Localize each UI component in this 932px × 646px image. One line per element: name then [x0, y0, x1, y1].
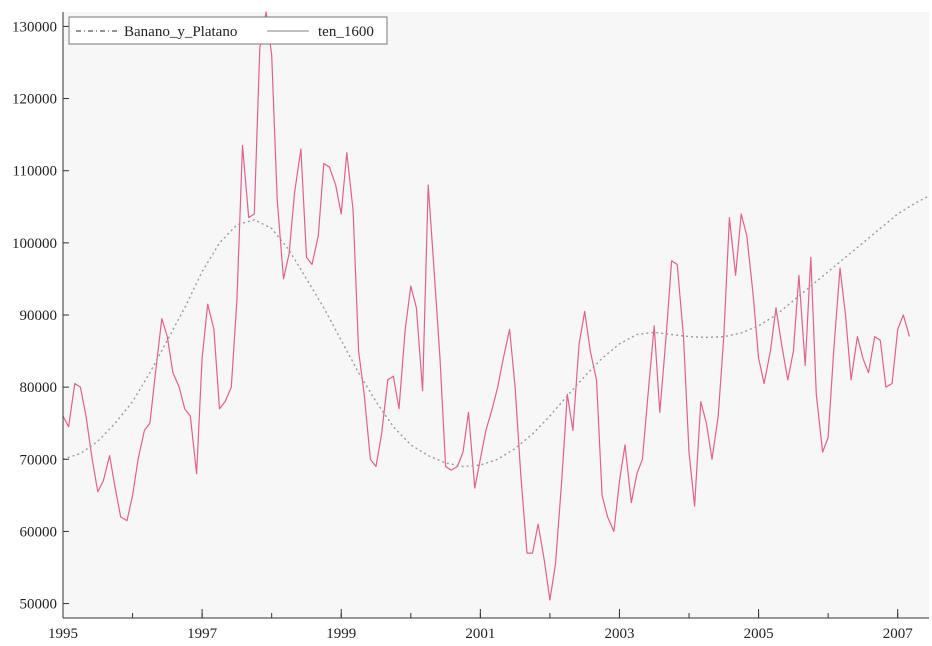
y-axis-ticks: 50000 60000 70000 80000 90000 100000 110000 120… [12, 19, 69, 613]
series-line-banano-y-platano [62, 11, 911, 601]
series-line-ten-1600 [62, 195, 930, 468]
x-tick-label: 2001 [465, 626, 495, 642]
y-tick-label: 100000 [12, 236, 57, 252]
x-tick-label: 2005 [744, 626, 774, 642]
y-tick-label: 130000 [12, 19, 57, 35]
legend: Banano_y_Platano ten_1600 [68, 16, 388, 45]
x-tick-label: 2003 [604, 626, 634, 642]
series-layer [62, 11, 930, 601]
y-tick-label: 90000 [20, 308, 58, 324]
legend-label: Banano_y_Platano [124, 24, 237, 40]
x-tick-label: 1997 [187, 626, 218, 642]
x-tick-label: 2007 [883, 626, 914, 642]
x-tick-label: 1995 [48, 626, 78, 642]
x-axis-ticks: 1995 1997 1999 2001 2003 2005 2007 [48, 609, 913, 642]
y-tick-label: 80000 [20, 380, 58, 396]
y-tick-label: 50000 [20, 597, 58, 613]
x-tick-label: 1999 [326, 626, 356, 642]
y-tick-label: 70000 [20, 452, 58, 468]
y-tick-label: 110000 [13, 164, 57, 180]
legend-label: ten_1600 [318, 24, 374, 40]
y-tick-label: 120000 [12, 92, 57, 108]
y-tick-label: 60000 [20, 524, 58, 540]
plot-area [63, 12, 929, 618]
legend-box [68, 16, 388, 45]
